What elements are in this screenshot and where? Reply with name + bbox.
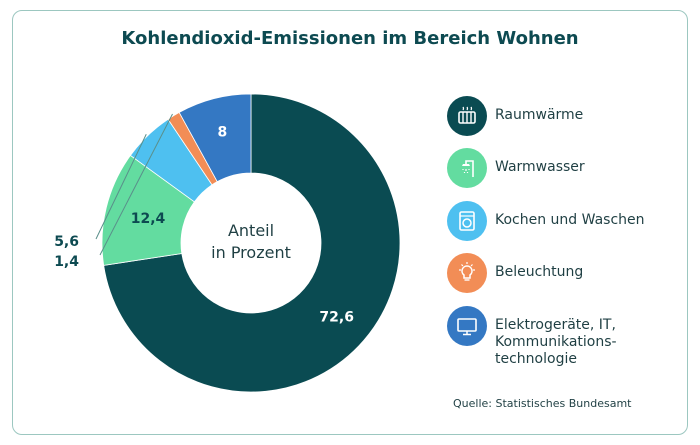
slice-radiator	[103, 93, 401, 393]
legend-item: Beleuchtung	[447, 253, 583, 293]
legend-item: Raumwärme	[447, 96, 583, 136]
leader-line	[95, 134, 147, 240]
data-label: 72,6	[319, 310, 354, 326]
data-label: 8	[218, 125, 228, 141]
legend-label: Warmwasser	[495, 159, 585, 175]
source-note: Quelle: Statistisches Bundesamt	[453, 397, 632, 410]
leader-line	[99, 113, 173, 256]
chart-title: Kohlendioxid-Emissionen im Bereich Wohne…	[121, 28, 579, 49]
center-label: in Prozent	[211, 243, 291, 262]
washing-machine-icon	[447, 201, 487, 241]
legend-label: Raumwärme	[495, 107, 584, 123]
legend-label: Elektrogeräte, IT, Kommunikations- techn…	[495, 317, 617, 367]
slice-monitor	[178, 93, 252, 183]
data-label: 12,4	[131, 211, 166, 227]
data-label: 5,6	[54, 234, 79, 250]
center-label: Anteil	[228, 221, 274, 240]
radiator-icon	[447, 96, 487, 136]
legend-label: Beleuchtung	[495, 264, 584, 280]
legend-item: Elektrogeräte, IT, Kommunikations- techn…	[447, 306, 617, 368]
legend-label: Kochen und Waschen	[495, 212, 645, 228]
legend-item: Warmwasser	[447, 148, 585, 188]
legend-item: Kochen und Waschen	[447, 201, 645, 241]
monitor-icon	[447, 306, 487, 346]
data-label: 1,4	[54, 254, 79, 270]
shower-icon	[447, 148, 487, 188]
lightbulb-icon	[447, 253, 487, 293]
